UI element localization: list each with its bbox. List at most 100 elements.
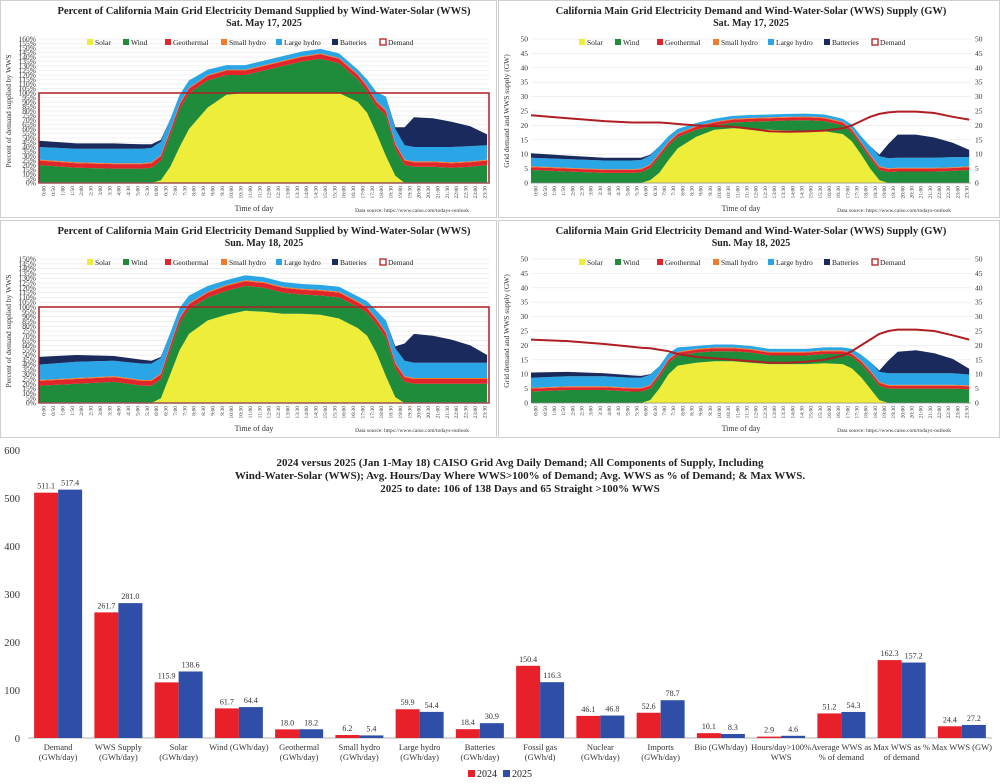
y-tick-label: 400 (4, 542, 20, 553)
area-wind (531, 120, 970, 183)
bar-value-label: 8.3 (728, 723, 738, 732)
y-tick-label: 95% (22, 93, 36, 102)
bar-chart-svg: 0 100 200 300 400 500 600 2024 versus 2025 (Jan… (4, 446, 992, 780)
category-label: WWS Supply (95, 742, 143, 752)
legend-label: Demand (880, 38, 906, 47)
x-tick-label: 19:00 (398, 186, 404, 199)
x-tick-label: 4:30 (126, 406, 132, 416)
category-label: (GWh/day) (159, 752, 198, 762)
category-label: Bio (GWh/day) (694, 742, 747, 752)
y-tick-label: 55% (22, 129, 36, 138)
category-label: (GWh/day) (461, 752, 500, 762)
x-tick-label: 6:00 (644, 406, 650, 416)
category-label: % of demand (819, 752, 865, 762)
x-tick-label: 22:00 (454, 406, 460, 419)
x-tick-label: 14:30 (799, 186, 805, 199)
x-tick-label: 16:00 (827, 406, 833, 419)
x-tick-label: 3:30 (107, 406, 113, 416)
y-tick-label: 65% (22, 120, 36, 129)
x-tick-label: 16:30 (351, 406, 357, 419)
bar-value-label: 51.2 (822, 702, 836, 711)
x-tick-label: 3:30 (598, 406, 604, 416)
x-axis-label: Time of day (722, 424, 761, 433)
bar-2024 (275, 729, 300, 738)
y-tick-label: 10% (22, 170, 36, 179)
x-tick-label: 8:00 (680, 406, 686, 416)
legend-swatch (713, 259, 719, 265)
x-tick-label: 4:00 (117, 406, 123, 416)
bar-2025 (479, 723, 504, 738)
x-tick-label: 8:30 (201, 186, 207, 196)
x-tick-label: 23:00 (955, 186, 961, 199)
legend-label: Geothermal (665, 38, 700, 47)
legend-label: Batteries (832, 258, 859, 267)
x-tick-label: 0:00 (42, 186, 48, 196)
x-tick-label: 15:30 (818, 406, 824, 419)
x-tick-label: 20:00 (900, 186, 906, 199)
bar-2024 (696, 733, 721, 738)
y-tick-label-right: 50 (975, 255, 983, 264)
bar-value-label: 18.4 (461, 718, 475, 727)
chart-title-line: Wind-Water-Solar (WWS); Avg. Hours/Day W… (235, 470, 805, 482)
x-tick-label: 12:00 (267, 406, 273, 419)
chart-panel-gw-may17: California Main Grid Electricity Demand … (498, 0, 1000, 218)
legend-label: Small hydro (229, 258, 266, 267)
y-tick-label: 145% (19, 48, 37, 57)
y-tick-label-right: 0 (975, 399, 979, 408)
x-tick-label: 15:30 (818, 186, 824, 199)
x-tick-label: 15:00 (323, 406, 329, 419)
x-tick-label: 14:00 (304, 186, 310, 199)
x-tick-label: 8:30 (689, 406, 695, 416)
y-tick-label: 65% (22, 336, 36, 345)
legend-swatch (579, 259, 585, 265)
y-tick-label: 30% (22, 152, 36, 161)
legend-label: Large hydro (284, 258, 321, 267)
bar-2025 (660, 700, 685, 738)
y-tick-label: 15% (22, 384, 36, 393)
x-tick-label: 1:00 (60, 186, 66, 196)
category-label: (GWh/day) (340, 752, 379, 762)
x-tick-label: 11:00 (735, 406, 741, 419)
bar-2024 (576, 715, 601, 738)
x-tick-label: 23:00 (473, 406, 479, 419)
y-tick-label: 5 (524, 164, 528, 173)
x-tick-label: 12:30 (276, 186, 282, 199)
x-tick-label: 14:30 (314, 406, 320, 419)
legend-swatch (824, 39, 830, 45)
x-tick-label: 2:30 (89, 186, 95, 196)
y-tick-label: 5 (524, 384, 528, 393)
y-tick-label: 120% (19, 283, 37, 292)
y-tick-label: 15 (521, 355, 529, 364)
category-label: (GWh/day) (39, 752, 78, 762)
x-tick-label: 18:00 (864, 186, 870, 199)
y-tick-label: 30 (521, 312, 529, 321)
area-batteries (531, 344, 970, 378)
x-tick-label: 1:00 (552, 186, 558, 196)
y-tick-label: 35 (521, 78, 529, 87)
bar-value-label: 78.7 (666, 689, 680, 698)
y-tick-label: 90% (22, 312, 36, 321)
bar-value-label: 54.4 (425, 701, 439, 710)
y-tick-label: 25 (521, 107, 529, 116)
x-tick-label: 3:00 (98, 406, 104, 416)
x-tick-label: 8:30 (689, 186, 695, 196)
x-tick-label: 21:00 (919, 406, 925, 419)
category-label: Geothermal (279, 742, 320, 752)
x-tick-label: 5:00 (135, 406, 141, 416)
category-label: Average WWS as (811, 742, 871, 752)
legend-label: Batteries (340, 258, 367, 267)
legend-swatch (221, 259, 227, 265)
demand-line (530, 328, 970, 364)
x-tick-label: 5:00 (625, 406, 631, 416)
y-tick-label: 25% (22, 375, 36, 384)
y-tick-label: 50 (521, 255, 529, 264)
bar-2025 (901, 662, 926, 738)
bar-2025 (58, 489, 83, 738)
y-tick-label-right: 35 (975, 78, 983, 87)
x-tick-label: 22:00 (937, 186, 943, 199)
legend-swatch (276, 259, 282, 265)
legend-swatch (871, 258, 879, 266)
bar-value-label: 59.9 (401, 698, 415, 707)
y-tick-label: 130% (19, 274, 37, 283)
y-tick-label: 85% (22, 317, 36, 326)
